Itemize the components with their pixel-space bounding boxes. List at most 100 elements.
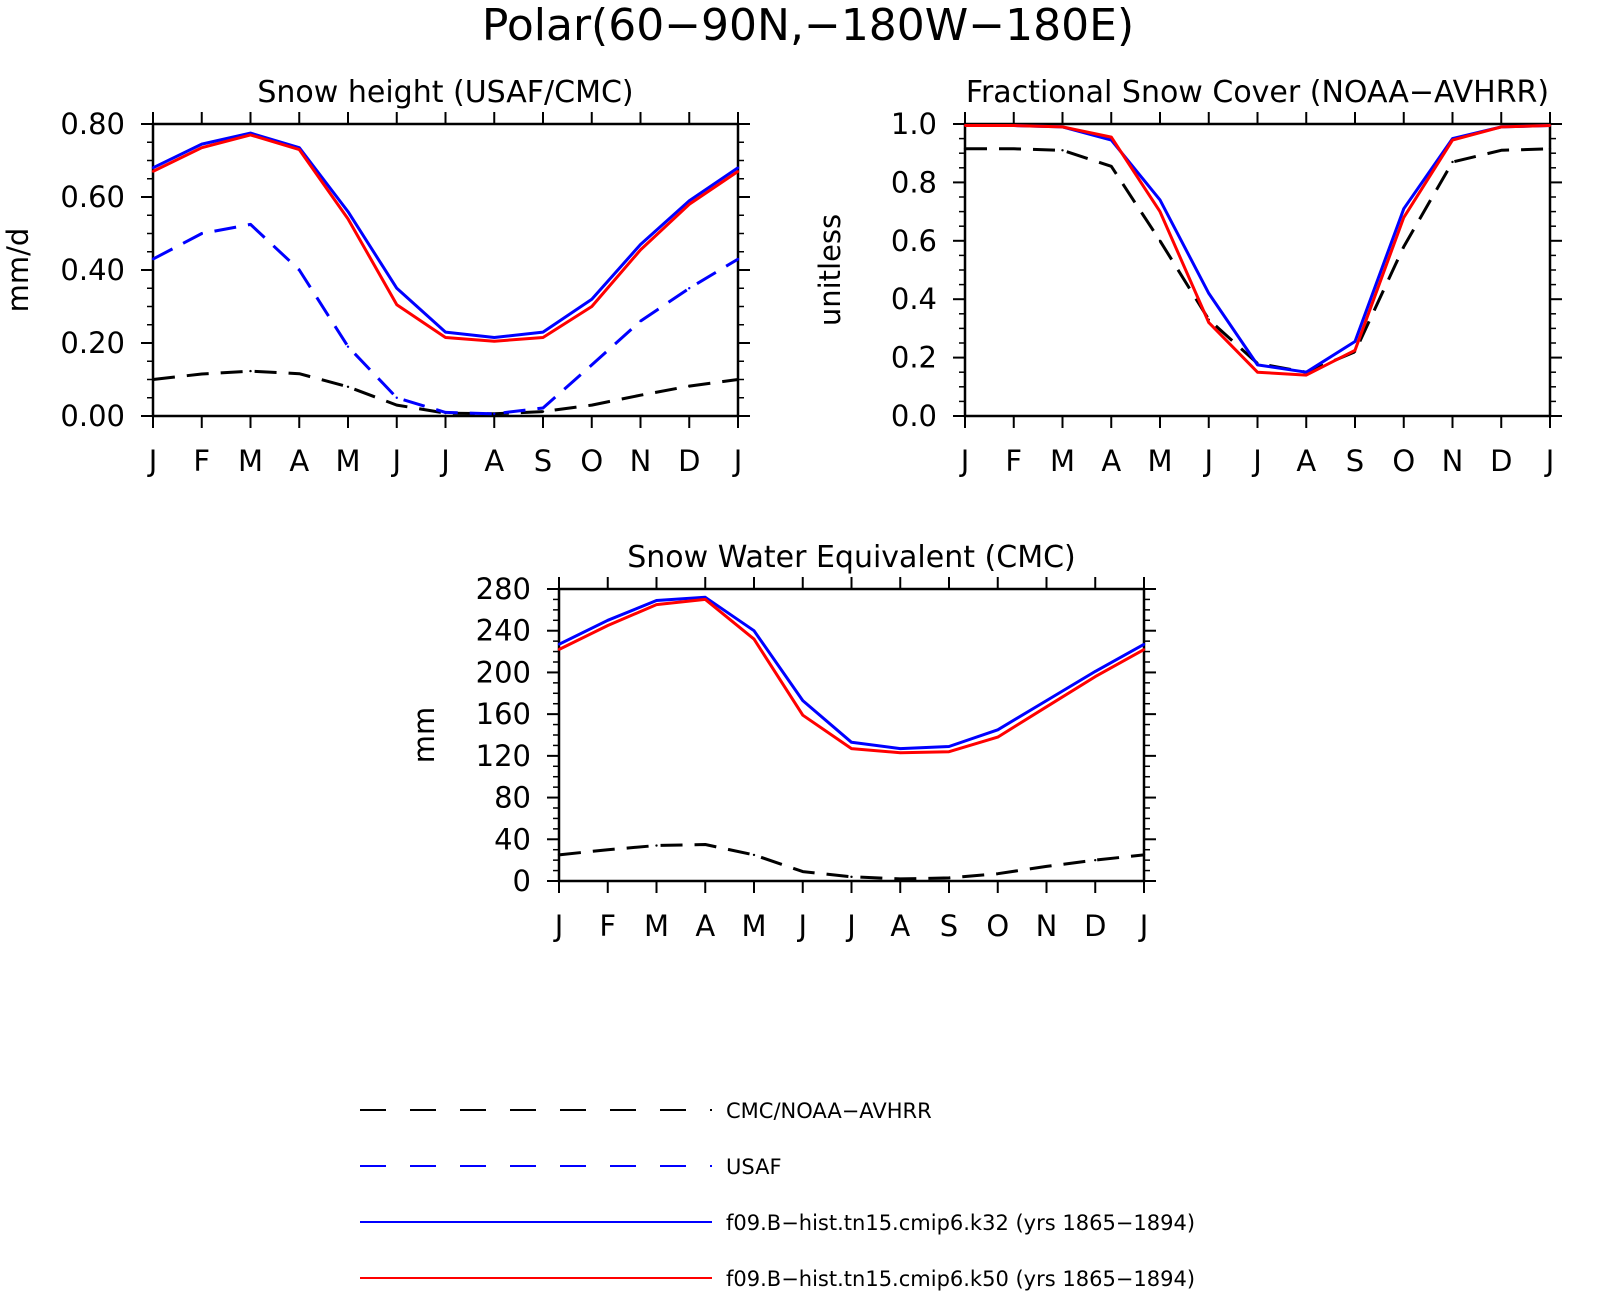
data-point (200, 232, 203, 235)
x-tick-label: N (1036, 909, 1058, 943)
series-line (152, 369, 739, 416)
data-point (850, 747, 853, 750)
data-point (704, 598, 707, 601)
data-point (151, 166, 155, 169)
data-point (639, 243, 642, 246)
x-tick-label: J (439, 444, 450, 478)
legend-label: f09.B−hist.tn15.cmip6.k32 (yrs 1865−1894… (726, 1211, 1195, 1235)
x-tick-label: J (959, 444, 970, 478)
data-point (963, 147, 967, 151)
data-point (541, 330, 545, 334)
data-point (639, 248, 642, 252)
data-point (200, 372, 203, 376)
data-point (736, 166, 740, 169)
x-tick-label: J (1251, 444, 1262, 478)
data-point (736, 257, 740, 261)
x-tick-label: A (1101, 444, 1121, 478)
data-point (395, 303, 398, 306)
panel-2: Fractional Snow Cover (NOAA−AVHRR)J F M A M J… (813, 75, 1562, 478)
data-point (1402, 245, 1405, 248)
data-point (655, 603, 658, 606)
data-point (1045, 865, 1048, 868)
data-point (606, 624, 609, 627)
data-point (688, 287, 691, 290)
data-point (996, 872, 999, 875)
y-tick-label: 0.80 (60, 107, 125, 141)
x-tick-label: A (289, 444, 309, 478)
x-tick-label: M (1050, 444, 1075, 478)
data-point (1061, 149, 1064, 152)
data-point (346, 210, 350, 213)
x-tick-label: O (986, 909, 1009, 943)
plot-frame (557, 587, 1146, 883)
data-point (541, 336, 545, 339)
x-tick-label: F (1005, 444, 1022, 478)
y-tick-label: 0.2 (891, 341, 937, 375)
x-tick-label: S (534, 444, 552, 478)
series-line (965, 147, 1551, 374)
data-point (493, 336, 496, 339)
data-point (1256, 371, 1259, 374)
data-point (346, 385, 350, 388)
data-point (1305, 371, 1308, 374)
x-tick-label: F (193, 444, 210, 478)
data-point (801, 713, 804, 717)
data-point (655, 599, 658, 602)
data-point (1094, 675, 1097, 678)
series-4 (151, 133, 740, 343)
y-tick-label: 0.0 (891, 399, 937, 433)
data-point (688, 203, 691, 206)
series-2 (151, 222, 740, 416)
y-tick-label: 0.4 (891, 282, 937, 316)
x-tick-label: J (845, 909, 856, 943)
data-point (606, 848, 609, 851)
panels: Snow height (USAF/CMC)J F M A M J J A S O N D J0.000… (1, 75, 1562, 943)
x-tick-label: N (630, 444, 652, 478)
data-point (736, 378, 740, 381)
data-point (704, 596, 707, 599)
data-point (541, 406, 545, 410)
x-tick-label: A (484, 444, 504, 478)
data-point (298, 148, 301, 151)
data-point (493, 339, 496, 343)
data-point (1353, 349, 1357, 352)
series-1 (963, 147, 1552, 374)
data-point (801, 870, 804, 873)
x-tick-label: J (732, 444, 743, 478)
data-point (493, 412, 496, 416)
data-point (1012, 124, 1015, 127)
data-point (1094, 670, 1097, 673)
y-tick-label: 0 (513, 864, 531, 898)
series-line (152, 131, 739, 339)
data-point (1158, 210, 1162, 213)
data-point (1110, 135, 1113, 139)
y-tick-label: 0.8 (891, 165, 937, 199)
series-line (965, 124, 1551, 377)
data-point (1045, 705, 1048, 709)
data-point (1548, 124, 1552, 127)
x-tick-label: O (580, 444, 603, 478)
x-tick-label: F (599, 909, 616, 943)
x-tick-label: D (678, 444, 700, 478)
data-point (639, 319, 642, 323)
y-tick-label: 120 (476, 739, 531, 773)
data-point (704, 843, 707, 846)
data-point (1110, 165, 1113, 168)
y-axis-label: mm/d (1, 228, 35, 313)
data-point (655, 844, 658, 847)
y-tick-label: 1.0 (891, 107, 937, 141)
data-point (200, 142, 203, 146)
data-point (1142, 853, 1146, 857)
y-tick-label: 240 (476, 614, 531, 648)
data-point (850, 741, 853, 744)
data-point (996, 728, 999, 731)
data-point (996, 735, 999, 739)
y-axis-label: mm (407, 707, 441, 764)
data-point (298, 268, 301, 272)
x-tick-label: M (1147, 444, 1172, 478)
panel-3: Snow Water Equivalent (CMC)J F M A M J J A S O N D J… (407, 540, 1156, 943)
legend-label: f09.B−hist.tn15.cmip6.k50 (yrs 1865−1894… (726, 1267, 1195, 1291)
data-point (249, 223, 252, 226)
data-point (444, 336, 447, 339)
y-tick-label: 160 (476, 697, 531, 731)
